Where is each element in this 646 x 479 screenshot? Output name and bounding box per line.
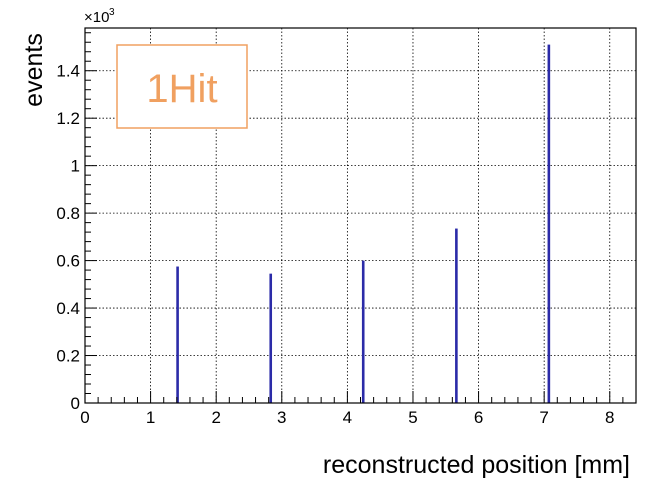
x-tick-label: 3 bbox=[277, 408, 286, 427]
histogram-bar bbox=[269, 273, 273, 403]
x-tick-label: 4 bbox=[343, 408, 352, 427]
annotation-box: 1Hit bbox=[116, 44, 248, 129]
y-multiplier-label: ×10 bbox=[84, 9, 109, 26]
x-axis-title: reconstructed position [mm] bbox=[323, 451, 630, 479]
histogram-bars bbox=[176, 44, 551, 403]
x-tick-label: 2 bbox=[211, 408, 220, 427]
histogram-bar bbox=[547, 44, 551, 403]
histogram-bar bbox=[176, 266, 179, 403]
x-tick-label: 8 bbox=[605, 408, 614, 427]
x-tick-label: 7 bbox=[539, 408, 548, 427]
y-multiplier-exponent: 3 bbox=[109, 7, 115, 18]
histogram-bar bbox=[361, 260, 365, 403]
x-tick-label: 5 bbox=[408, 408, 417, 427]
y-tick-label: 1.4 bbox=[56, 62, 80, 81]
y-tick-label: 0.8 bbox=[56, 204, 80, 223]
x-tick-labels: 0 1 2 3 4 5 6 7 8 bbox=[80, 408, 614, 427]
y-tick-labels: 0 0.2 0.4 0.6 0.8 1 1.2 1.4 bbox=[56, 62, 80, 413]
x-tick-label: 1 bbox=[146, 408, 155, 427]
x-tick-label: 6 bbox=[474, 408, 483, 427]
y-axis-title: events bbox=[20, 33, 48, 107]
y-tick-label: 0.6 bbox=[56, 252, 80, 271]
histogram-bar bbox=[455, 228, 458, 403]
axis-ticks bbox=[84, 32, 637, 404]
y-tick-label: 1.2 bbox=[56, 109, 80, 128]
annotation-label: 1Hit bbox=[146, 67, 217, 111]
y-tick-label: 0 bbox=[71, 394, 80, 413]
y-tick-label: 0.2 bbox=[56, 347, 80, 366]
y-tick-label: 0.4 bbox=[56, 299, 80, 318]
x-tick-label: 0 bbox=[80, 408, 89, 427]
y-tick-label: 1 bbox=[71, 157, 80, 176]
